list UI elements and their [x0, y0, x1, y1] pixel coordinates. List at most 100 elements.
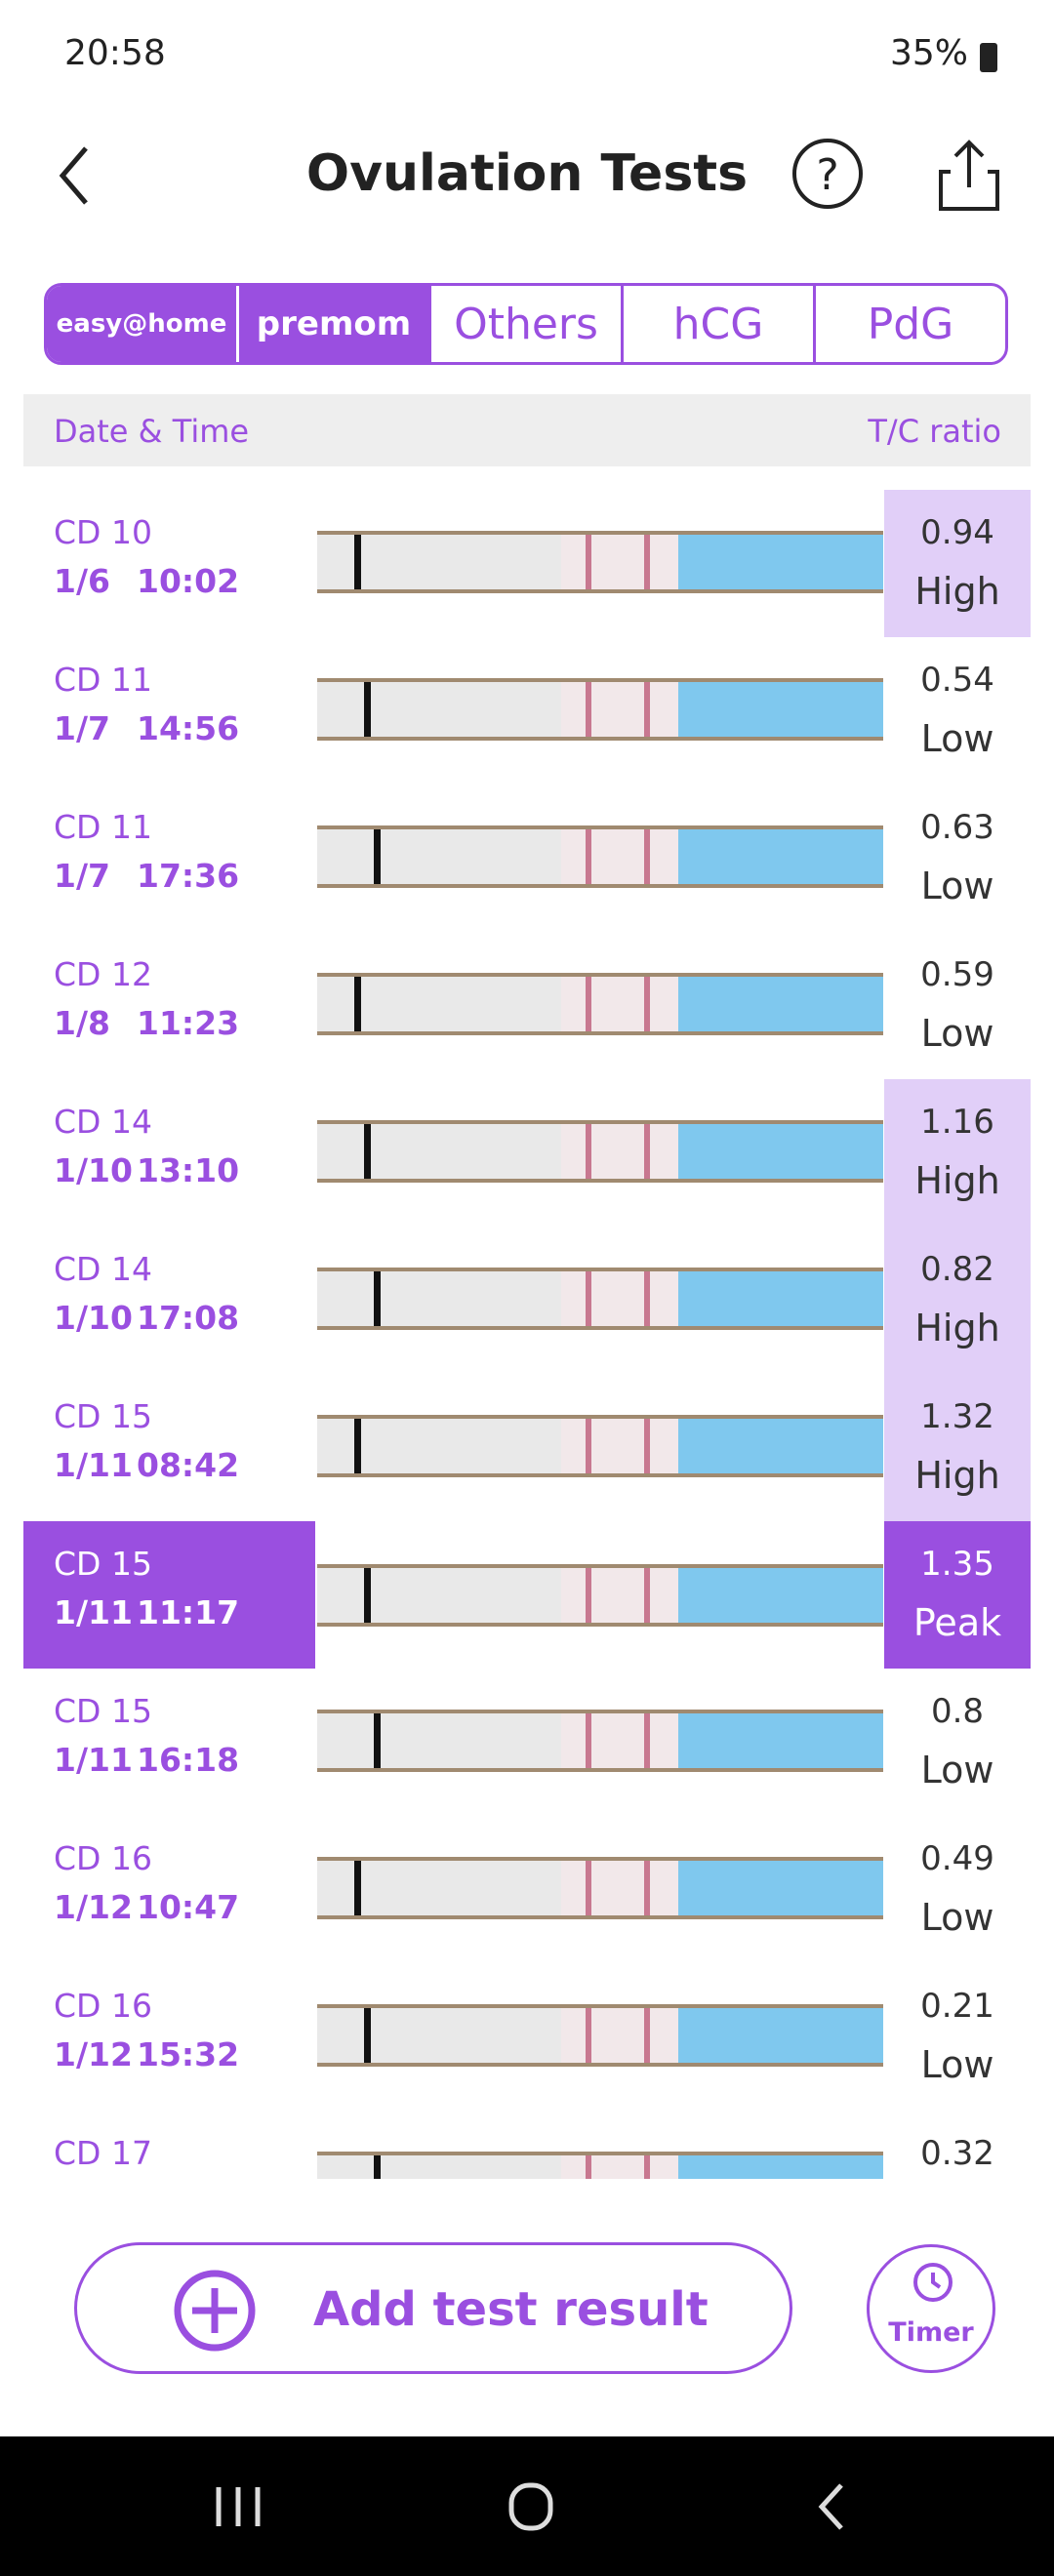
test-time: 15:32 [137, 2035, 240, 2073]
tab[interactable]: premom [236, 286, 428, 362]
tab[interactable]: easy@home [47, 286, 236, 362]
test-strip-image [317, 531, 883, 593]
test-date: 1/7 [54, 857, 110, 895]
test-strip-image [317, 1710, 883, 1772]
level: Low [920, 2043, 994, 2086]
test-row[interactable]: CD 11 1/7 17:36 0.63 Low [0, 785, 1054, 932]
test-row[interactable]: CD 15 1/11 11:17 1.35 Peak [0, 1521, 1054, 1669]
test-line [644, 1568, 650, 1623]
add-label: Add test result [313, 2282, 709, 2337]
add-button[interactable]: Add test result [74, 2242, 792, 2374]
help-button[interactable]: ? [792, 139, 863, 209]
strip-label-area [678, 1713, 883, 1768]
test-strip-image [317, 1120, 883, 1183]
control-line [586, 1713, 591, 1768]
ratio-highlight [884, 1374, 1031, 1521]
test-row[interactable]: CD 10 1/6 10:02 0.94 High [0, 490, 1054, 637]
cycle-day: CD 14 [54, 1250, 152, 1288]
tab[interactable]: PdG [813, 286, 1005, 362]
back-button[interactable] [59, 146, 88, 205]
tc-ratio: 1.32 [920, 1397, 994, 1436]
row-highlight [23, 1521, 315, 1669]
test-line [644, 977, 650, 1031]
test-date: 1/11 [54, 1741, 133, 1779]
test-line [644, 682, 650, 737]
tc-ratio: 0.63 [920, 808, 994, 847]
table-header: Date & Time T/C ratio [23, 394, 1031, 466]
control-line [586, 2155, 591, 2179]
strip-label-area [678, 1419, 883, 1473]
control-line [586, 1568, 591, 1623]
test-line [644, 829, 650, 884]
column-header: Date & Time [54, 413, 250, 450]
test-date: 1/11 [54, 1593, 133, 1631]
test-row[interactable]: CD 16 1/12 15:32 0.21 Low [0, 1963, 1054, 2111]
level: Low [920, 1896, 994, 1939]
test-date: 1/8 [54, 1004, 110, 1042]
add-icon [174, 2270, 256, 2352]
test-strip-image [317, 825, 883, 888]
test-row[interactable]: CD 16 1/12 10:47 0.49 Low [0, 1816, 1054, 1963]
test-list: CD 10 1/6 10:02 0.94 High CD 11 1/7 14:56 0.54 Lo… [0, 466, 1054, 2179]
control-line [586, 535, 591, 589]
strip-handle-mark [354, 1861, 361, 1915]
strip-label-area [678, 1861, 883, 1915]
test-date: 1/10 [54, 1151, 133, 1189]
test-row[interactable]: CD 14 1/10 13:10 1.16 High [0, 1079, 1054, 1227]
level: High [914, 1159, 1000, 1202]
control-line [586, 829, 591, 884]
tab[interactable]: hCG [621, 286, 813, 362]
test-strip-image [317, 973, 883, 1035]
tc-ratio: 1.35 [920, 1545, 994, 1584]
test-strip-image [317, 1268, 883, 1330]
control-line [586, 1419, 591, 1473]
test-strip-image [317, 2004, 883, 2067]
tab-bar: easy@home premom Others hCG PdG [44, 283, 1008, 365]
test-line [644, 2155, 650, 2179]
test-row[interactable]: CD 11 1/7 14:56 0.54 Low [0, 637, 1054, 785]
tab[interactable]: Others [428, 286, 621, 362]
cycle-day: CD 12 [54, 955, 152, 993]
system-back-button[interactable] [818, 2483, 843, 2530]
strip-handle-mark [364, 2008, 371, 2063]
cycle-day: CD 15 [54, 1545, 152, 1583]
strip-label-area [678, 535, 883, 589]
test-time: 11:23 [137, 1004, 240, 1042]
strip-handle-mark [374, 1713, 381, 1768]
level: Low [920, 865, 994, 907]
test-row[interactable]: CD 12 1/8 11:23 0.59 Low [0, 932, 1054, 1079]
test-row[interactable]: CD 14 1/10 17:08 0.82 High [0, 1227, 1054, 1374]
control-line [586, 1861, 591, 1915]
clock: 20:58 [64, 33, 166, 73]
test-row[interactable]: CD 17 0.32 [0, 2111, 1054, 2179]
svg-text:?: ? [816, 150, 838, 200]
level: High [914, 1307, 1000, 1349]
share-button[interactable] [939, 140, 999, 211]
strip-label-area [678, 1568, 883, 1623]
test-time: 13:10 [137, 1151, 240, 1189]
level: Peak [912, 1601, 1002, 1644]
test-strip-image [317, 1857, 883, 1919]
tc-ratio: 0.82 [920, 1250, 994, 1289]
timer-label: Timer [888, 2317, 974, 2348]
ratio-highlight [884, 490, 1031, 637]
test-time: 10:02 [137, 562, 240, 600]
test-strip-image [317, 1415, 883, 1477]
home-button[interactable] [508, 2482, 553, 2531]
test-line [644, 1124, 650, 1179]
tc-ratio: 0.8 [930, 1692, 985, 1731]
control-line [586, 1271, 591, 1326]
test-row[interactable]: CD 15 1/11 16:18 0.8 Low [0, 1669, 1054, 1816]
tc-ratio: 0.54 [920, 661, 994, 700]
test-row[interactable]: CD 15 1/11 08:42 1.32 High [0, 1374, 1054, 1521]
level: Low [920, 717, 994, 760]
cycle-day: CD 11 [54, 661, 152, 699]
strip-label-area [678, 2155, 883, 2179]
header-icons: ? [59, 139, 999, 211]
battery-icon [980, 43, 997, 72]
strip-label-area [678, 2008, 883, 2063]
timer-button[interactable]: Timer [867, 2244, 995, 2373]
test-strip-image [317, 2152, 883, 2179]
level: High [914, 1454, 1000, 1497]
